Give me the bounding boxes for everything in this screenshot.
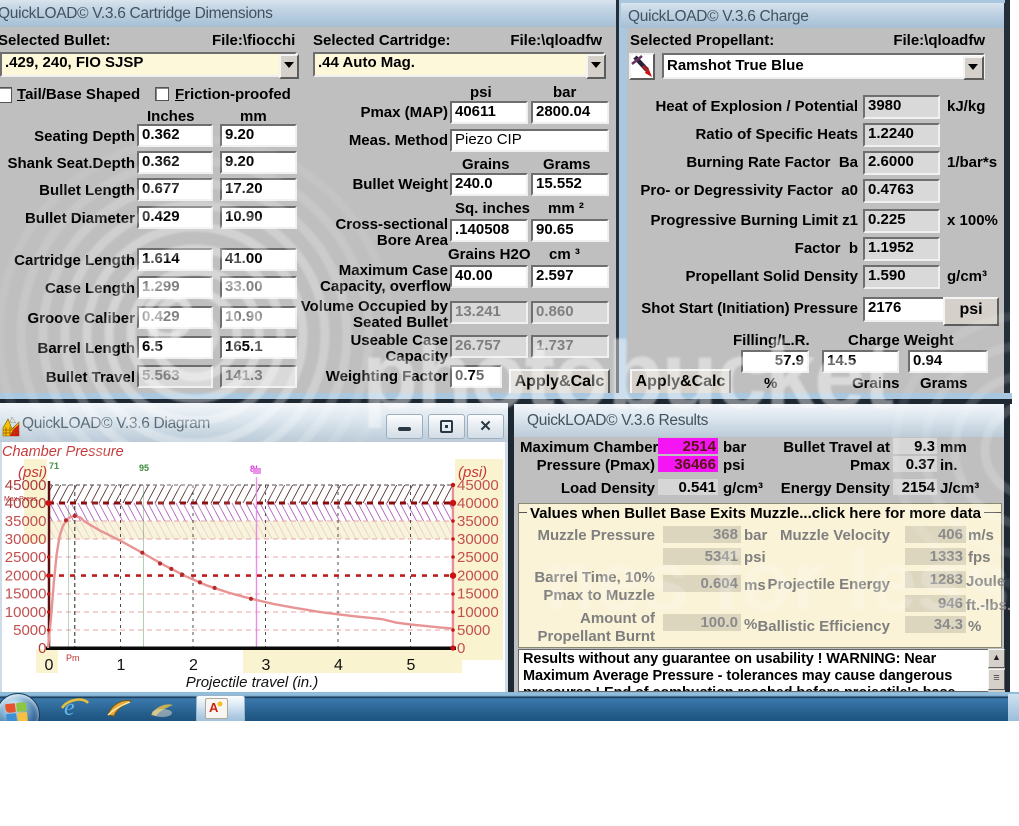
svg-text:(psi): (psi) [458,464,487,481]
svg-text:71: 71 [49,461,59,471]
svg-text:25000: 25000 [457,549,499,566]
svg-text:Pm: Pm [66,653,80,663]
svg-text:Projectile travel (in.): Projectile travel (in.) [186,674,319,691]
svg-text:20000: 20000 [5,568,47,585]
svg-text:10000: 10000 [5,604,47,621]
svg-text:1: 1 [117,657,126,674]
svg-text:15000: 15000 [5,586,47,603]
svg-text:40000: 40000 [457,495,499,512]
svg-text:25000: 25000 [5,549,47,566]
svg-text:30000: 30000 [5,531,47,548]
svg-text:35000: 35000 [457,513,499,530]
svg-text:A: A [209,700,219,715]
svg-text:2: 2 [189,657,198,674]
svg-text:45000: 45000 [457,477,499,494]
svg-text:0: 0 [38,640,46,657]
svg-text:(psi): (psi) [18,464,47,481]
svg-text:5000: 5000 [457,622,490,639]
svg-text:0: 0 [45,657,54,674]
svg-text:e: e [64,695,75,720]
svg-text:4: 4 [334,657,343,674]
svg-text:Chamber Pressure: Chamber Pressure [2,444,124,460]
svg-text:20000: 20000 [457,568,499,585]
svg-text:3: 3 [262,657,271,674]
svg-text:5000: 5000 [13,622,46,639]
svg-text:95: 95 [139,463,149,473]
svg-text:30000: 30000 [457,531,499,548]
svg-text:0: 0 [457,640,465,657]
svg-text:10000: 10000 [457,604,499,621]
svg-text:Max.Press.: Max.Press. [4,496,39,503]
svg-text:15000: 15000 [457,586,499,603]
svg-text:35000: 35000 [5,513,47,530]
svg-text:5: 5 [407,657,416,674]
